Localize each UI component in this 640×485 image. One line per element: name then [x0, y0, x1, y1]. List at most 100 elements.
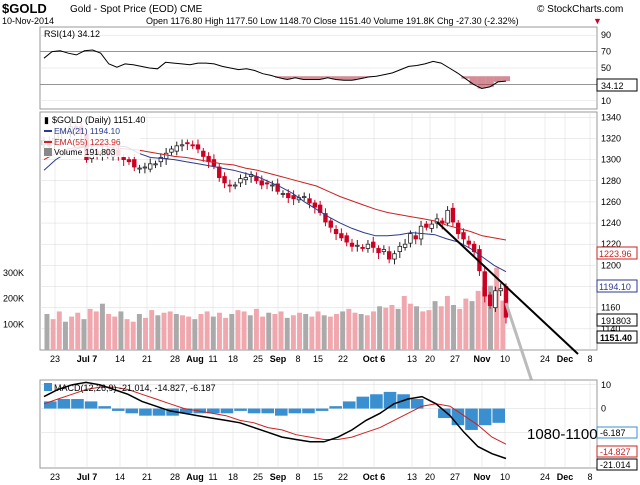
- candle-body: [232, 184, 238, 187]
- candle-body: [179, 144, 185, 147]
- macd-y-tick: 10: [601, 380, 611, 390]
- volume-bar: [112, 316, 118, 350]
- price-y-tick: 1200: [601, 260, 621, 270]
- rsi-oversold-shade: [323, 76, 332, 78]
- price-y-tick: 1320: [601, 133, 621, 143]
- candle-body: [461, 232, 466, 240]
- rsi-oversold-shade: [307, 76, 316, 80]
- ema55-legend-label: EMA(55) 1223.96: [54, 137, 121, 147]
- macd-histogram-bar: [125, 408, 139, 414]
- rsi-y-tick: 70: [601, 47, 611, 57]
- candle-body: [312, 202, 318, 208]
- x-axis-label-top: Jul 7: [77, 354, 98, 364]
- volume-bar: [432, 301, 438, 350]
- x-axis-label-top: Dec: [557, 354, 574, 364]
- volume-bar: [401, 296, 407, 350]
- volume-bar: [192, 319, 198, 350]
- macd-y-tick: 0: [601, 404, 606, 414]
- macd-histogram-bar: [410, 399, 424, 409]
- volume-y-tick: 100K: [3, 319, 24, 329]
- volume-bar: [198, 314, 204, 350]
- volume-bar: [44, 314, 50, 350]
- ema21-legend-label: EMA(21) 1194.10: [54, 126, 120, 136]
- x-axis-label-bottom: 8: [295, 472, 300, 482]
- candle-body: [487, 294, 493, 306]
- candle-body: [493, 290, 498, 309]
- symbol-title: $GOLD: [2, 1, 47, 16]
- candle-body: [371, 241, 376, 248]
- candle-body: [402, 243, 408, 248]
- x-axis-label-bottom: 14: [115, 472, 125, 482]
- volume-bar: [106, 314, 112, 350]
- price-legend-title: $GOLD (Daily) 1151.40: [52, 115, 145, 125]
- ema21-value-box: [596, 279, 638, 293]
- x-axis-label-bottom: 27: [450, 472, 460, 482]
- volume-bar: [340, 311, 346, 350]
- volume-bar: [303, 314, 309, 350]
- candle-legend-icon: ▮: [44, 115, 49, 125]
- macd-histogram-bar: [111, 408, 125, 411]
- candle-body: [264, 182, 270, 185]
- x-axis-label-top: 25: [253, 354, 263, 364]
- volume-bar: [204, 311, 210, 350]
- price-y-tick: 1240: [601, 218, 621, 228]
- volume-value-label: 191803: [601, 316, 631, 326]
- rsi-value-box: [596, 78, 638, 92]
- candle-body: [397, 245, 402, 253]
- candle-body: [132, 159, 137, 168]
- x-axis-label-bottom: 11: [208, 472, 217, 482]
- candle-body: [307, 198, 312, 204]
- macd-histogram-bar: [234, 408, 247, 411]
- volume-bar: [167, 311, 173, 350]
- candle-body: [386, 251, 392, 260]
- rsi-oversold-shade: [339, 76, 348, 81]
- price-y-tick: 1220: [601, 239, 621, 249]
- close-value-box: [596, 330, 638, 344]
- price-y-tick: 1260: [601, 197, 621, 207]
- rsi-value-label: 34.12: [601, 81, 624, 91]
- volume-bar: [494, 267, 500, 350]
- x-axis-label-top: 8: [587, 354, 592, 364]
- macd-legend-swatch: [44, 383, 52, 391]
- volume-bar: [155, 315, 161, 350]
- macd-histogram-bar: [356, 396, 370, 409]
- candle-body: [227, 184, 233, 187]
- macd-frame: [39, 379, 598, 469]
- volume-bar: [297, 312, 303, 350]
- x-axis-label-top: Sep: [270, 354, 287, 364]
- volume-bar: [315, 311, 321, 350]
- volume-bar: [488, 285, 493, 350]
- macd-histogram-bar: [247, 408, 261, 414]
- candle-body: [201, 150, 206, 157]
- instrument-name: Gold - Spot Price (EOD) CME: [70, 4, 203, 15]
- candle-body: [222, 176, 227, 184]
- x-axis-label-bottom: 22: [338, 472, 348, 482]
- candle-body: [344, 235, 349, 243]
- x-axis-label-top: Nov: [473, 354, 490, 364]
- volume-bar: [93, 311, 99, 350]
- candle-body: [270, 184, 275, 187]
- x-axis-label-bottom: Dec: [557, 472, 574, 482]
- candle-body: [169, 148, 174, 153]
- volume-bar: [235, 310, 241, 350]
- candle-body: [339, 233, 344, 239]
- rsi-legend: RSI(14) 34.12: [44, 29, 100, 39]
- macd-histogram-bar: [166, 408, 179, 416]
- rsi-oversold-shade: [461, 76, 470, 79]
- x-axis-label-bottom: 23: [50, 472, 60, 482]
- rsi-oversold-shade: [485, 76, 494, 87]
- volume-bar: [500, 300, 506, 350]
- volume-bar: [469, 301, 475, 350]
- candle-body: [498, 288, 503, 292]
- x-axis-label-top: 14: [115, 354, 125, 364]
- volume-y-tick: 300K: [3, 268, 24, 278]
- volume-bar: [173, 314, 179, 350]
- volume-value-box: [596, 313, 638, 327]
- volume-bar: [180, 315, 185, 350]
- candle-body: [280, 193, 286, 195]
- x-axis-label-bottom: Aug: [186, 472, 204, 482]
- macd-legend: MACD(12,26,9) -21.014, -14.827, -6.187: [54, 383, 216, 393]
- candle-body: [323, 213, 328, 223]
- rsi-oversold-shade: [315, 76, 324, 80]
